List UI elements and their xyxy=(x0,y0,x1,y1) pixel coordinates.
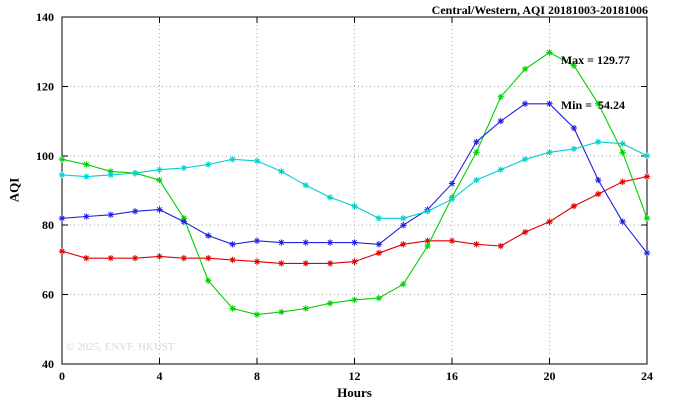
x-axis-title: Hours xyxy=(337,385,372,400)
series-line-green xyxy=(61,51,648,316)
series-line-blue xyxy=(61,103,648,254)
series-markers-blue xyxy=(58,100,651,257)
x-tick-label: 0 xyxy=(59,369,65,383)
y-tick-label: 140 xyxy=(36,10,54,24)
watermark: © 2025, ENVF, HKUST xyxy=(66,341,175,353)
chart-title: Central/Western, AQI 20181003-20181006 xyxy=(431,3,648,17)
x-tick-label: 20 xyxy=(544,369,556,383)
x-tick-label: 12 xyxy=(349,369,361,383)
min-value-label: Min = 54.24 xyxy=(560,98,625,112)
x-tick-label: 4 xyxy=(157,369,163,383)
y-tick-label: 60 xyxy=(42,288,54,302)
y-axis-title: AQI xyxy=(6,177,22,203)
x-tick-label: 8 xyxy=(254,369,260,383)
maxmin-annotation: Max = 129.77 Min = 54.24 xyxy=(561,23,630,143)
max-value-label: Max = 129.77 xyxy=(560,53,630,67)
series-markers-red xyxy=(58,173,651,267)
y-tick-label: 40 xyxy=(42,357,54,371)
y-tick-label: 120 xyxy=(36,79,54,93)
y-tick-label: 80 xyxy=(42,218,54,232)
x-tick-label: 24 xyxy=(641,369,653,383)
y-tick-label: 100 xyxy=(36,149,54,163)
series-markers-cyan xyxy=(58,138,651,222)
x-tick-label: 16 xyxy=(446,369,458,383)
